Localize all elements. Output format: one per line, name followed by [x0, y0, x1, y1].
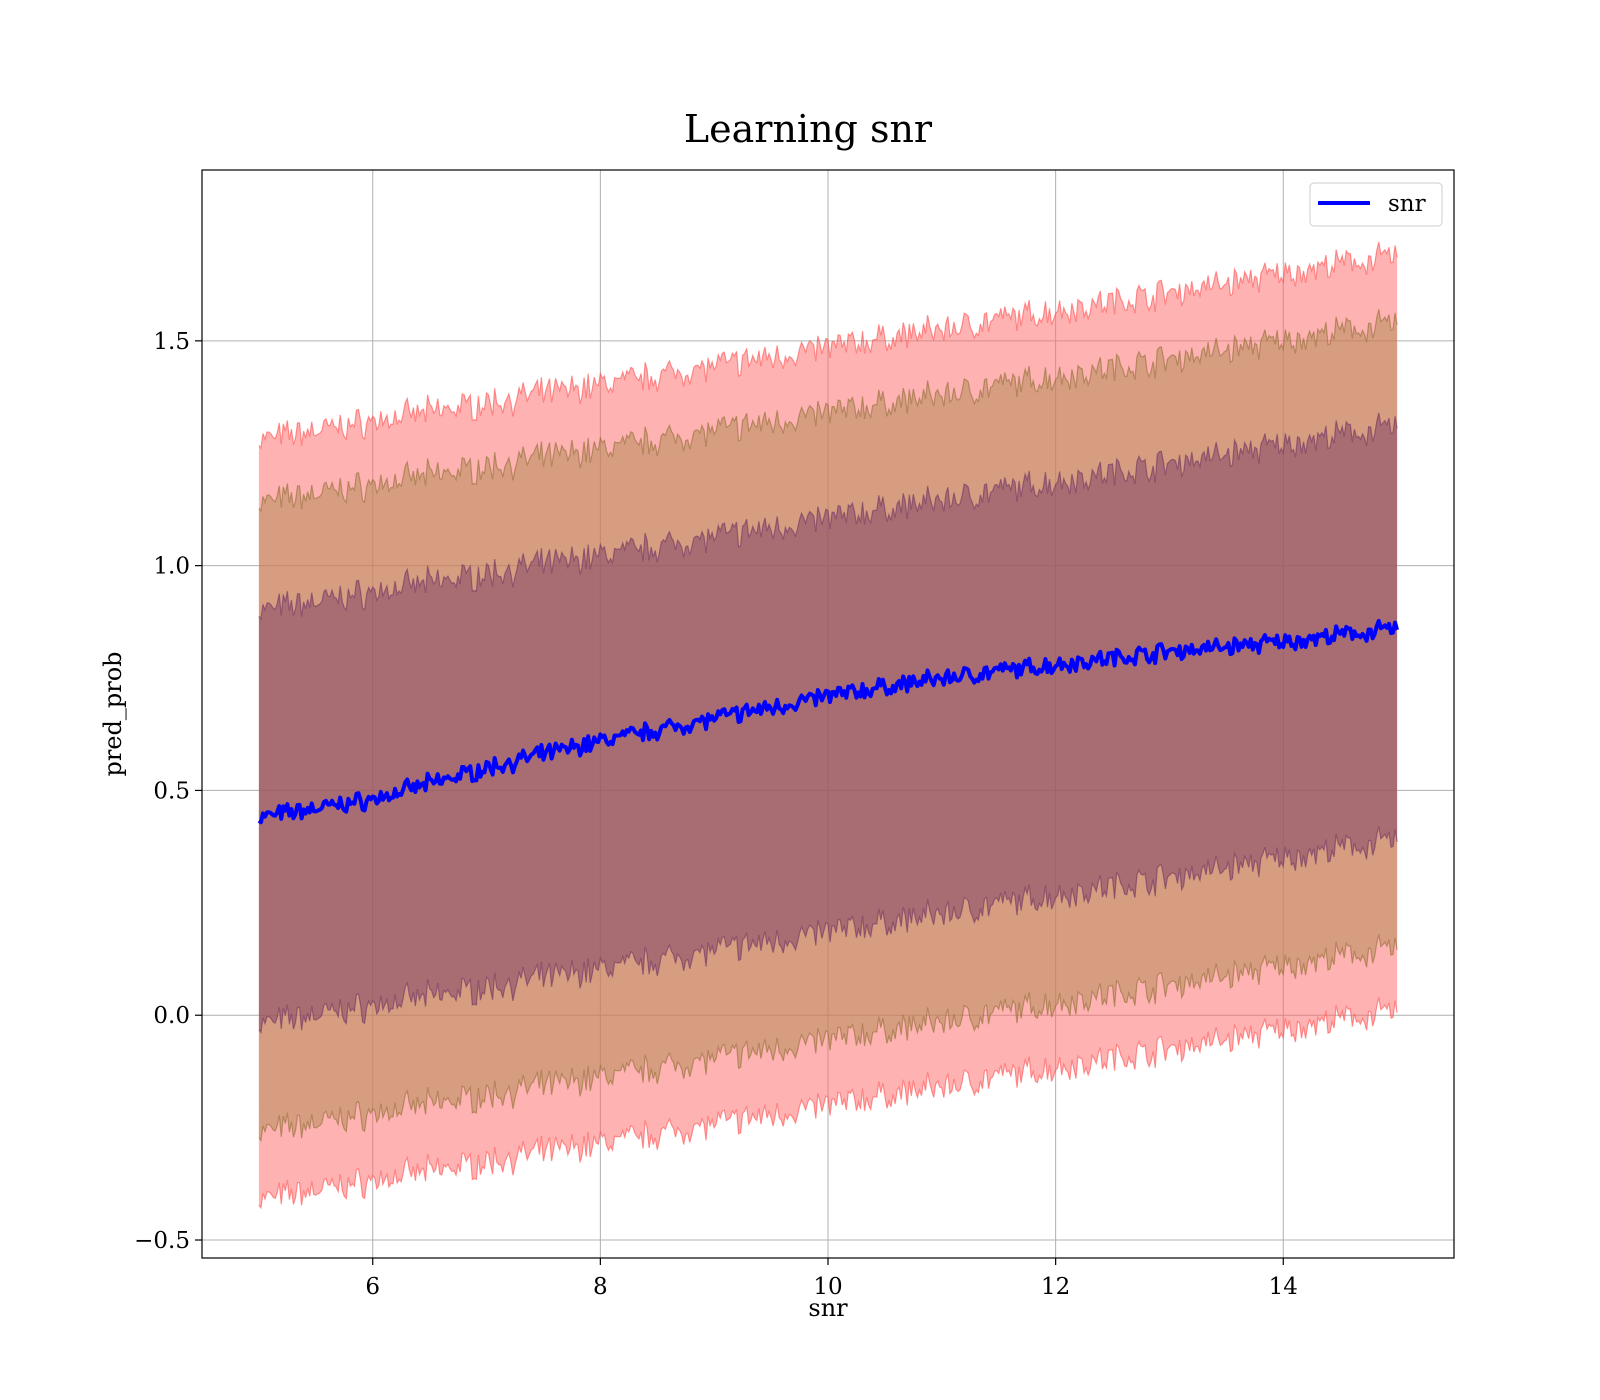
band-upper-edge-2 [258, 309, 1398, 513]
band-lower-edge-1 [258, 997, 1398, 1210]
x-tick-label: 8 [593, 1274, 608, 1300]
legend: snr [1309, 182, 1443, 227]
x-axis-label: snr [808, 1294, 848, 1322]
legend-label-snr: snr [1388, 191, 1426, 217]
band-fill-3 [258, 412, 1398, 1033]
chart-title: Learning snr [684, 107, 933, 151]
legend-box [1309, 182, 1443, 227]
series-line-snr [257, 618, 1400, 825]
band-lower-edge-2 [258, 934, 1398, 1142]
confidence-bands [258, 241, 1398, 1210]
y-tick-label: 0.0 [153, 1003, 190, 1029]
x-tick-label: 14 [1269, 1274, 1298, 1300]
y-tick-label: 1.0 [153, 554, 190, 580]
x-tick-label: 10 [813, 1274, 842, 1300]
x-tick-label: 6 [365, 1274, 380, 1300]
band-lower-edge-3 [258, 826, 1398, 1035]
y-tick-label: 1.5 [153, 329, 190, 355]
x-axis-ticks: 6 8 10 12 14 [365, 1258, 1298, 1300]
y-tick-label: 0.5 [153, 778, 190, 804]
y-tick-label: −0.5 [134, 1228, 190, 1254]
x-tick-label: 12 [1041, 1274, 1070, 1300]
y-axis-label: pred_prob [99, 651, 127, 776]
band-upper-edge-1 [258, 241, 1398, 450]
series-lines [257, 618, 1400, 825]
band-upper-edge-3 [258, 412, 1398, 621]
y-axis-ticks: −0.5 0.0 0.5 1.0 1.5 [134, 329, 202, 1254]
